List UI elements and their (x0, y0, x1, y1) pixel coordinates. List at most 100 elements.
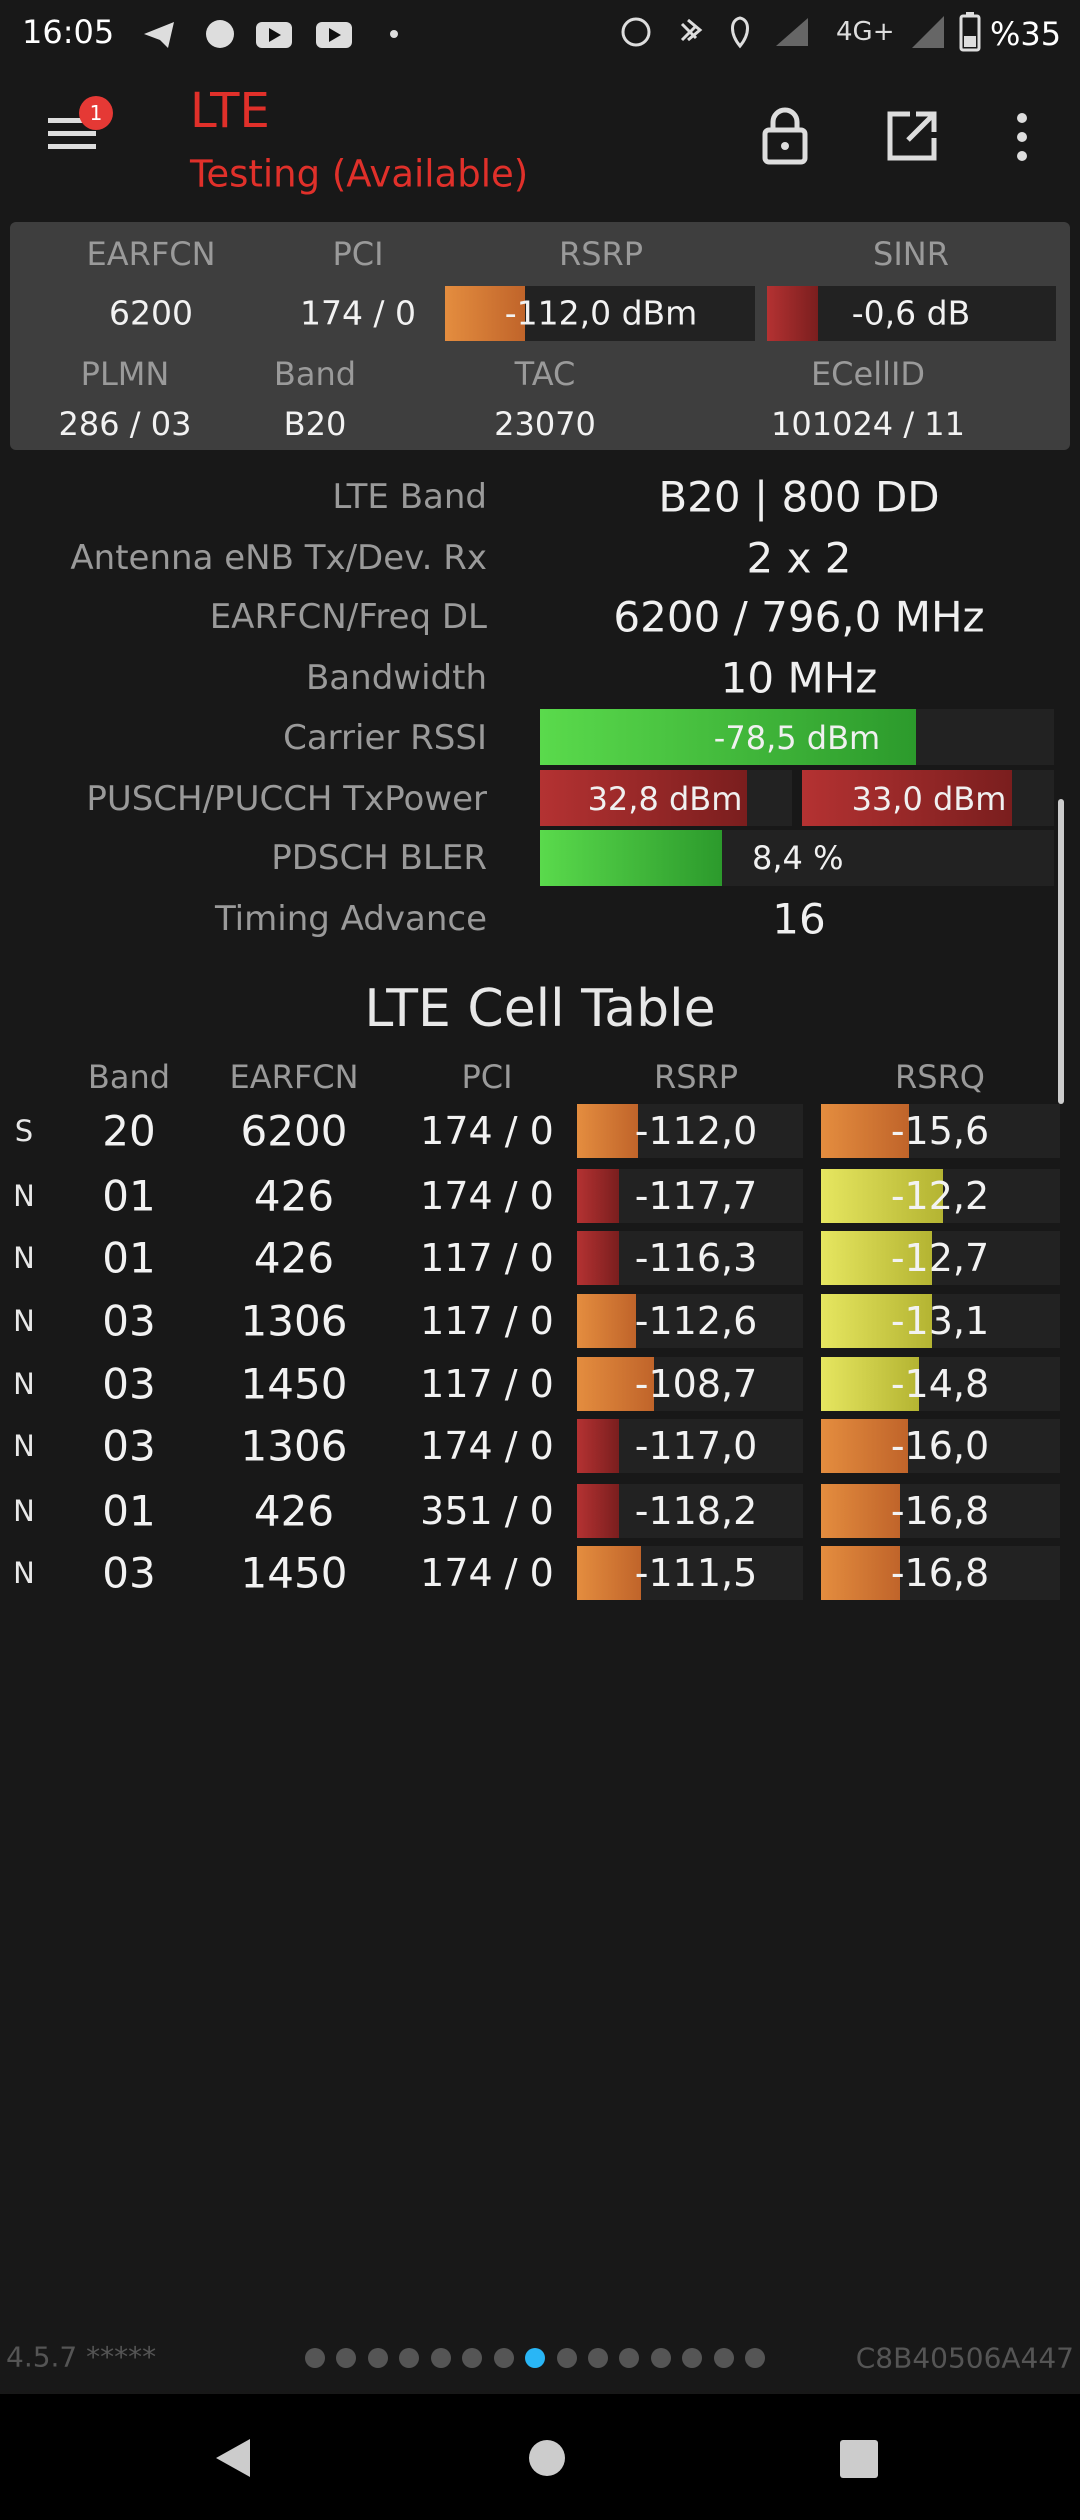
detail-value: 16 (772, 894, 826, 944)
cell-pci: 117 / 0 (420, 1299, 554, 1343)
cell-type: N (13, 1241, 35, 1275)
back-button[interactable] (210, 2435, 254, 2481)
cell-rsrq: -16,0 (890, 1424, 990, 1468)
summary-header: TAC (514, 355, 576, 393)
summary-header: PCI (332, 235, 384, 273)
cell-pci: 351 / 0 (420, 1489, 554, 1533)
bler-bar (540, 830, 722, 886)
detail-label: PDSCH BLER (271, 838, 487, 878)
device-id: C8B40506A447 (855, 2341, 1074, 2375)
summary-header: ECellID (810, 355, 926, 393)
table-header: RSRQ (895, 1058, 985, 1096)
scrollbar (1058, 799, 1064, 1104)
rsrp-bar (445, 286, 525, 341)
signal-icon (912, 16, 944, 48)
cell-band: 03 (102, 1548, 156, 1598)
cell-pci: 174 / 0 (420, 1424, 554, 1468)
pusch-bar (540, 770, 747, 826)
cell-rsrp: -111,5 (634, 1551, 758, 1595)
network-type: 4G+ (836, 17, 895, 47)
detail-value: 33,0 dBm (851, 780, 1007, 818)
rsrp-bar (577, 1546, 641, 1600)
clock: 16:05 (22, 13, 115, 51)
summary-header: RSRP (558, 235, 644, 273)
rsrp-bar (577, 1419, 619, 1473)
cell-band: 20 (102, 1106, 156, 1156)
badge (79, 96, 113, 130)
cell-type: N (13, 1556, 35, 1590)
rsrp-bar (577, 1169, 619, 1223)
summary-value: 6200 (109, 293, 193, 333)
detail-label: PUSCH/PUCCH TxPower (86, 779, 487, 819)
cell-rsrp: -117,0 (634, 1424, 758, 1468)
detail-label: Bandwidth (305, 658, 487, 698)
detail-value: -78,5 dBm (713, 719, 881, 757)
cell-rsrp: -116,3 (634, 1236, 758, 1280)
rsrq-bar (821, 1104, 909, 1158)
rsrq-bar (821, 1294, 932, 1348)
detail-label: Timing Advance (214, 899, 487, 939)
sinr-bar (767, 286, 818, 341)
recents-button[interactable] (838, 2438, 880, 2480)
cell-type: N (13, 1367, 35, 1401)
rsrq-bar (821, 1546, 900, 1600)
summary-value: 174 / 0 (299, 293, 417, 333)
page-indicator[interactable] (300, 2342, 770, 2374)
rsrq-bar (821, 1169, 943, 1223)
rsrp-bar (577, 1357, 654, 1411)
share-button[interactable] (884, 108, 940, 164)
version: 4.5.7 ***** (6, 2340, 157, 2374)
home-button[interactable] (526, 2437, 568, 2479)
app-subtitle: Testing (Available) (190, 152, 529, 196)
rsrp-bar (577, 1104, 638, 1158)
cell-pci: 174 / 0 (420, 1551, 554, 1595)
more-button[interactable] (1010, 108, 1034, 168)
cell-type: N (13, 1304, 35, 1338)
cell-type: N (13, 1429, 35, 1463)
cell-rsrq: -13,1 (890, 1299, 990, 1343)
cell-band: 01 (102, 1486, 156, 1536)
cell-band: 01 (102, 1171, 156, 1221)
table-title: LTE Cell Table (364, 979, 716, 1039)
system-icons (621, 16, 808, 49)
summary-value: B20 (283, 405, 347, 443)
detail-label: Antenna eNB Tx/Dev. Rx (70, 538, 487, 578)
summary-value: 286 / 03 (58, 405, 192, 443)
detail-value: 32,8 dBm (587, 780, 743, 818)
cell-type: S (14, 1114, 34, 1148)
rsrq-bar (821, 1357, 919, 1411)
cell-rsrq: -16,8 (890, 1551, 990, 1595)
rssi-bar (540, 709, 916, 765)
cell-earfcn: 6200 (240, 1106, 348, 1156)
summary-header: Band (273, 355, 357, 393)
pucch-bar (802, 770, 1012, 826)
cell-earfcn: 1450 (240, 1359, 348, 1409)
menu-button[interactable] (46, 112, 102, 156)
cell-pci: 174 / 0 (420, 1109, 554, 1153)
cell-earfcn: 426 (253, 1171, 335, 1221)
cell-rsrq: -12,2 (890, 1174, 990, 1218)
summary-value: 23070 (494, 405, 596, 443)
cell-earfcn: 426 (253, 1233, 335, 1283)
rsrq-bar (821, 1484, 900, 1538)
lock-button[interactable] (760, 106, 810, 166)
cell-rsrp: -112,6 (634, 1299, 758, 1343)
cell-earfcn: 1450 (240, 1548, 348, 1598)
detail-label: Carrier RSSI (283, 718, 487, 758)
cell-rsrp: -112,0 (634, 1109, 758, 1153)
cell-earfcn: 1306 (240, 1421, 348, 1471)
cell-rsrq: -14,8 (890, 1362, 990, 1406)
cell-rsrq: -16,8 (890, 1489, 990, 1533)
rsrp-bar (577, 1294, 636, 1348)
detail-value: 6200 / 796,0 MHz (613, 592, 985, 642)
detail-label: EARFCN/Freq DL (209, 597, 487, 637)
summary-value: -0,6 dB (851, 293, 971, 333)
summary-header: EARFCN (86, 235, 216, 273)
cell-band: 01 (102, 1233, 156, 1283)
table-header: RSRP (653, 1058, 739, 1096)
cell-pci: 174 / 0 (420, 1174, 554, 1218)
detail-value: 8,4 % (752, 839, 844, 877)
notification-icons (144, 20, 398, 48)
cell-rsrq: -12,7 (890, 1236, 990, 1280)
table-header: EARFCN (229, 1058, 359, 1096)
